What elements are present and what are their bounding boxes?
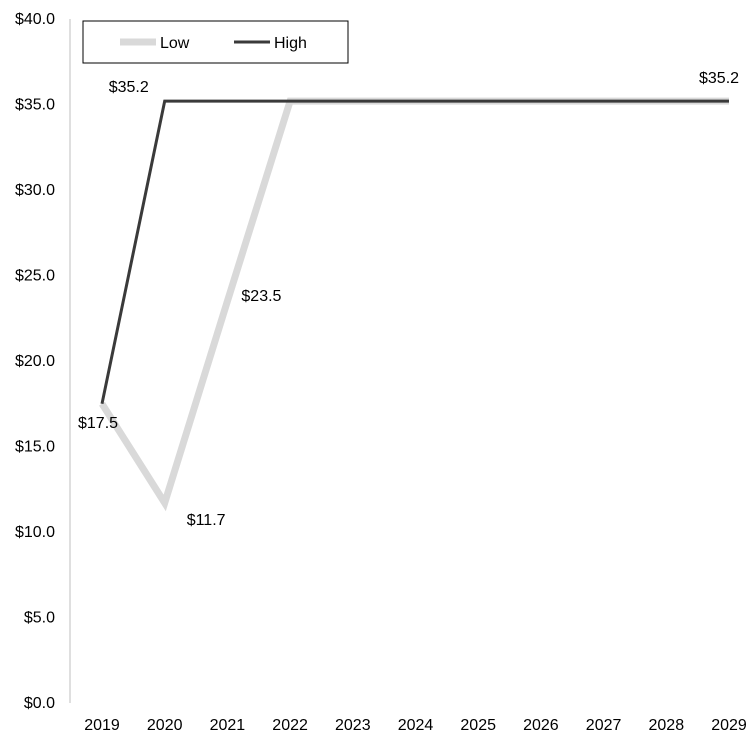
series-line-low — [99, 97, 729, 512]
data-label-low-2021: $23.5 — [241, 288, 281, 305]
y-tick-label: $25.0 — [15, 268, 55, 285]
legend-label-low: Low — [160, 35, 190, 52]
y-tick-label: $40.0 — [15, 11, 55, 28]
data-label-high-2020: $35.2 — [109, 79, 149, 96]
y-tick-label: $20.0 — [15, 353, 55, 370]
data-label-low-2019: $17.5 — [78, 415, 118, 432]
x-tick-label: 2021 — [210, 717, 246, 734]
x-tick-label: 2027 — [586, 717, 622, 734]
data-label-high-2029: $35.2 — [699, 70, 739, 87]
x-tick-label: 2019 — [84, 717, 120, 734]
x-tick-label: 2028 — [649, 717, 685, 734]
x-tick-label: 2022 — [272, 717, 308, 734]
y-tick-label: $10.0 — [15, 524, 55, 541]
y-tick-label: $35.0 — [15, 97, 55, 114]
y-tick-label: $15.0 — [15, 439, 55, 456]
x-tick-label: 2029 — [711, 717, 747, 734]
x-tick-label: 2023 — [335, 717, 371, 734]
x-tick-label: 2020 — [147, 717, 183, 734]
x-tick-label: 2025 — [460, 717, 496, 734]
data-label-low-2020: $11.7 — [187, 512, 226, 529]
y-tick-label: $0.0 — [24, 695, 55, 712]
legend-box — [82, 20, 349, 64]
series-line-high — [100, 99, 729, 405]
y-tick-label: $5.0 — [24, 610, 55, 627]
y-tick-label: $30.0 — [15, 182, 55, 199]
legend-label-high: High — [274, 35, 307, 52]
x-tick-label: 2026 — [523, 717, 559, 734]
x-tick-label: 2024 — [398, 717, 434, 734]
